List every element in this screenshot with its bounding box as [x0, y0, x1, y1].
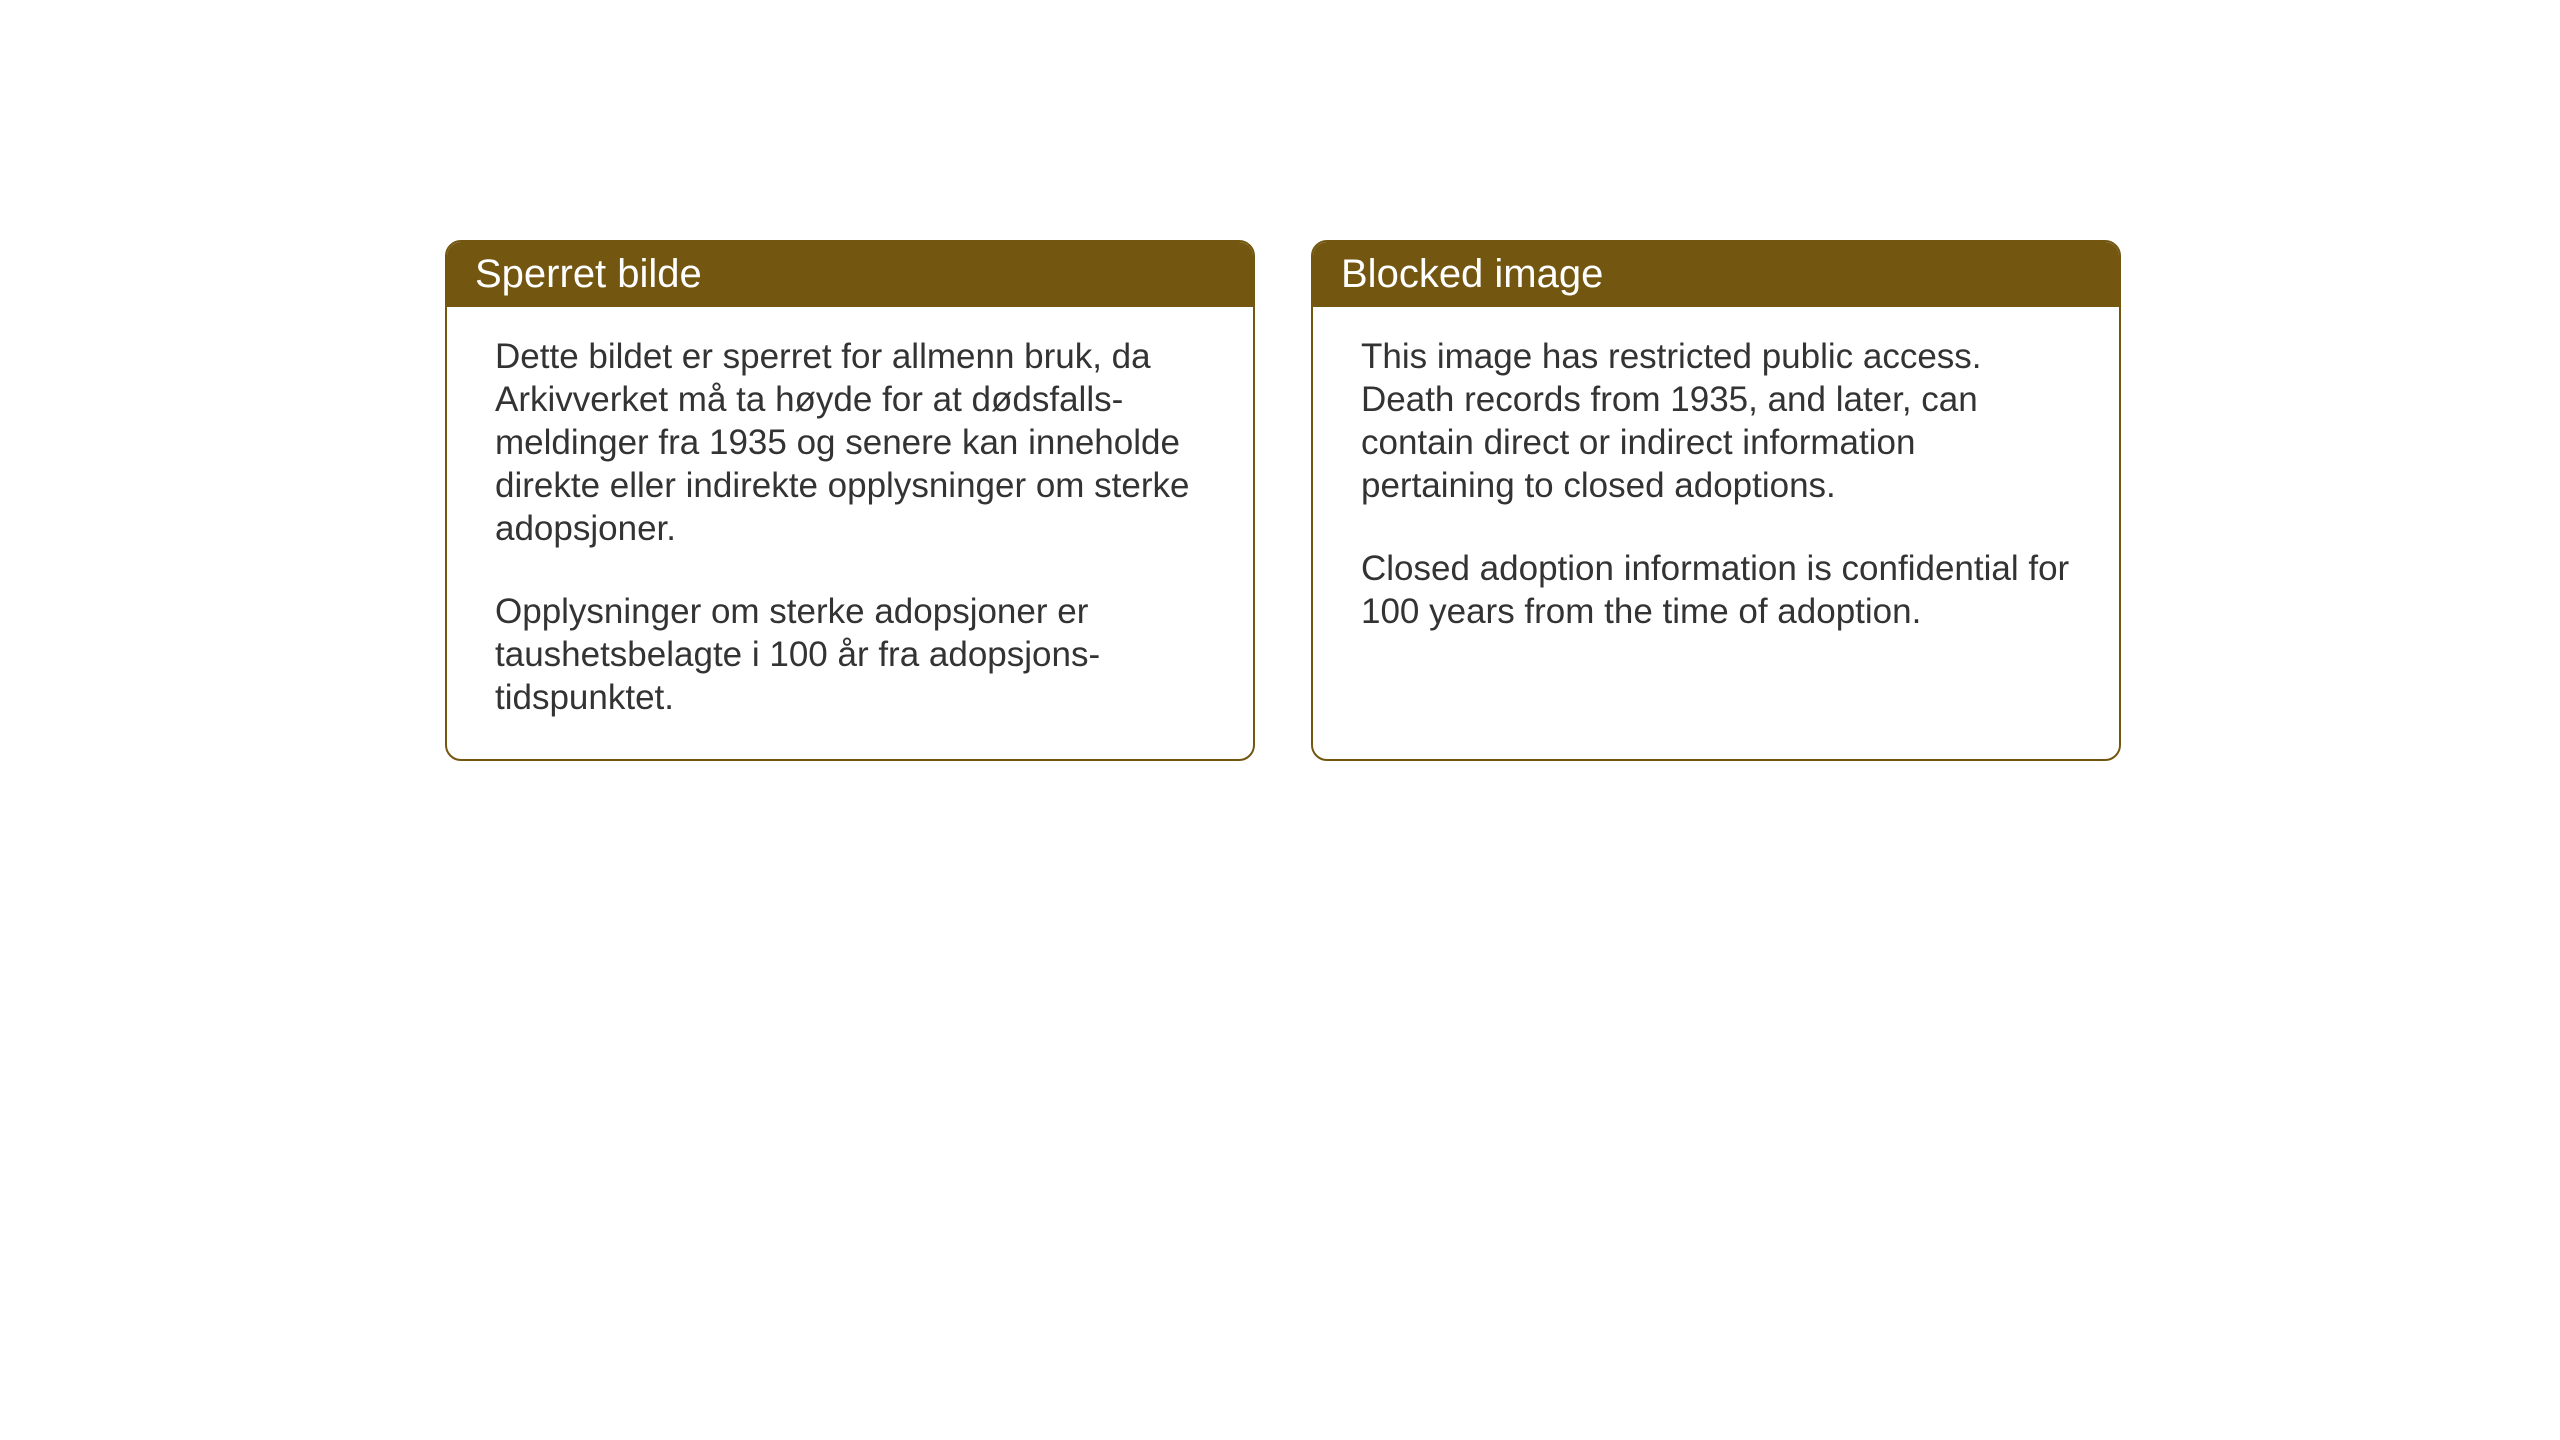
paragraph-text: Dette bildet er sperret for allmenn bruk… [495, 335, 1205, 550]
paragraph-text: Opplysninger om sterke adopsjoner er tau… [495, 590, 1205, 719]
card-header-norwegian: Sperret bilde [447, 242, 1253, 307]
card-title: Sperret bilde [475, 252, 702, 296]
paragraph-text: Closed adoption information is confident… [1361, 547, 2071, 633]
card-title: Blocked image [1341, 252, 1603, 296]
card-body-norwegian: Dette bildet er sperret for allmenn bruk… [447, 307, 1253, 759]
notice-card-norwegian: Sperret bilde Dette bildet er sperret fo… [445, 240, 1255, 761]
notice-cards-container: Sperret bilde Dette bildet er sperret fo… [445, 240, 2121, 761]
card-header-english: Blocked image [1313, 242, 2119, 307]
paragraph-text: This image has restricted public access.… [1361, 335, 2071, 507]
card-body-english: This image has restricted public access.… [1313, 307, 2119, 673]
notice-card-english: Blocked image This image has restricted … [1311, 240, 2121, 761]
